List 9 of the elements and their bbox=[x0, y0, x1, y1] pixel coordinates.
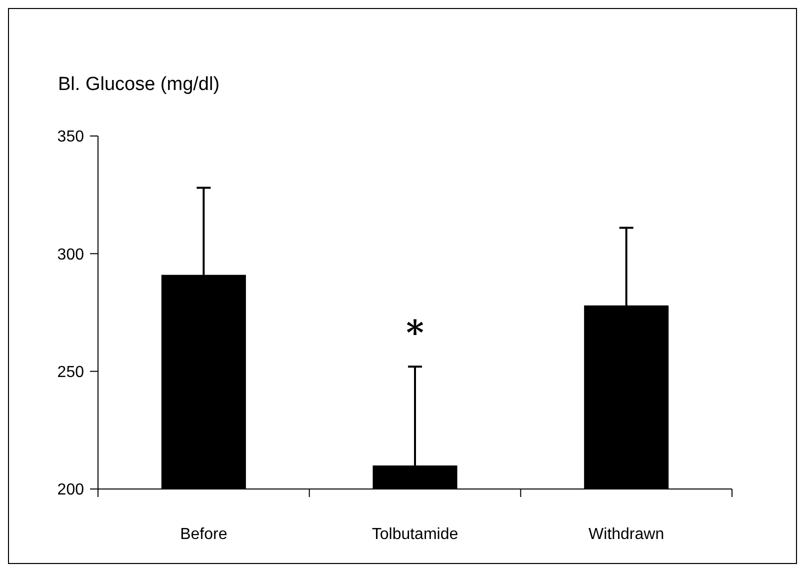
y-tick-label: 250 bbox=[57, 364, 84, 381]
x-tick-label: Before bbox=[180, 526, 228, 543]
y-axis-title: Bl. Glucose (mg/dl) bbox=[58, 74, 220, 95]
y-tick-label: 200 bbox=[57, 482, 84, 499]
x-tick-label: Withdrawn bbox=[588, 526, 664, 543]
x-tick-label: Tolbutamide bbox=[372, 526, 458, 543]
annotation: * bbox=[406, 314, 424, 354]
y-tick-label: 350 bbox=[57, 128, 84, 146]
y-tick-label: 300 bbox=[57, 246, 84, 264]
